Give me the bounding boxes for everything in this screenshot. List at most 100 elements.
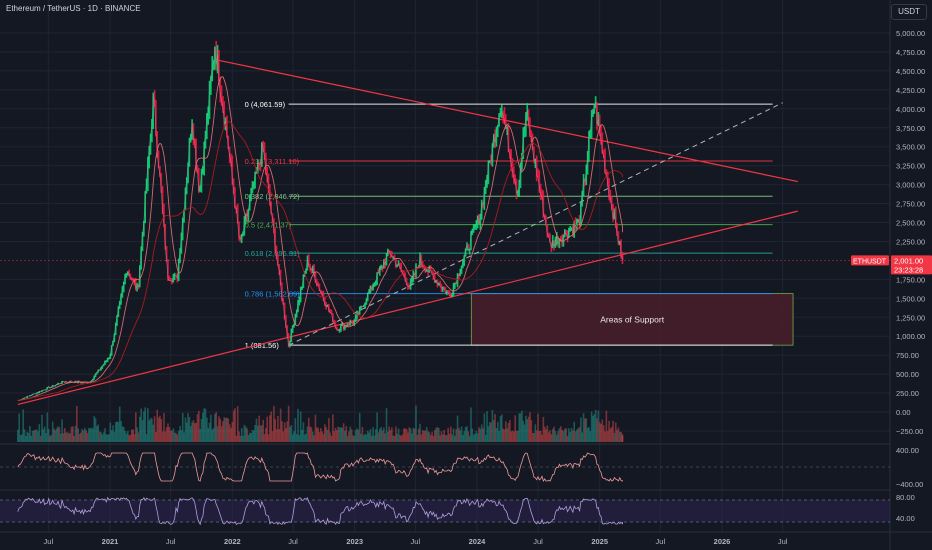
volume-bar xyxy=(206,417,208,442)
volume-bar xyxy=(488,422,491,442)
x-tick-label: Jul xyxy=(533,537,543,546)
volume-bar xyxy=(275,429,278,442)
volume-bar xyxy=(222,421,224,442)
x-tick-label: Jul xyxy=(778,537,788,546)
volume-bar xyxy=(81,428,83,442)
volume-bar xyxy=(84,427,86,442)
volume-bar xyxy=(463,431,466,442)
indicator-lines xyxy=(17,452,623,526)
rsi-band xyxy=(0,500,890,522)
volume-bar xyxy=(161,431,164,442)
volume-bar xyxy=(66,432,69,442)
volume-bar xyxy=(21,434,23,442)
y-tick-label: 2,750.00 xyxy=(896,200,925,209)
volume-bar xyxy=(50,434,53,442)
x-tick-label: Jul xyxy=(288,537,298,546)
volume-bar xyxy=(165,427,168,442)
volume-bar xyxy=(108,434,110,442)
volume-bar xyxy=(392,435,395,442)
fib-label-0.236: 0.236 (3,311.10) xyxy=(245,157,300,166)
volume-bar xyxy=(555,434,558,442)
volume-bar xyxy=(537,413,539,442)
volume-bar xyxy=(416,435,419,442)
volume-bar xyxy=(176,434,179,442)
volume-bar xyxy=(277,415,279,442)
volume-bar xyxy=(153,416,156,442)
volume-bar xyxy=(391,427,393,442)
volume-bar xyxy=(570,428,573,442)
rsi-tick-label: 80.00 xyxy=(896,493,915,502)
volume-bar xyxy=(561,429,563,442)
volume-bar xyxy=(257,425,259,442)
volume-bar xyxy=(19,435,22,442)
x-tick-label: 2022 xyxy=(224,537,241,546)
volume-bar xyxy=(271,431,274,442)
macd-tick-label: −400.00 xyxy=(896,480,923,489)
volume-bar xyxy=(133,434,136,442)
volume-bar xyxy=(467,431,470,442)
volume-bar xyxy=(236,406,239,442)
volume-bar xyxy=(204,408,207,442)
moving-average-10 xyxy=(17,76,623,402)
volume-bar xyxy=(322,433,325,442)
volume-bar xyxy=(588,427,590,442)
volume-bar xyxy=(539,430,542,442)
volume-bar xyxy=(278,429,281,442)
volume-bar xyxy=(285,428,287,442)
volume-bar xyxy=(531,432,534,442)
volume-bar xyxy=(428,432,431,442)
volume-bar xyxy=(258,415,260,442)
volume-bar xyxy=(366,430,369,442)
volume-bar xyxy=(435,427,437,442)
volume-bar xyxy=(173,432,176,442)
volume-bar xyxy=(25,435,27,442)
volume-bar xyxy=(439,435,441,442)
volume-bar xyxy=(364,433,366,442)
currency-button[interactable]: USDT xyxy=(891,4,927,20)
fib-label-0.5: 0.5 (2,471.37) xyxy=(245,221,292,230)
volume-bar xyxy=(159,415,161,442)
y-tick-label: 2,500.00 xyxy=(896,219,925,228)
volume-bar xyxy=(89,428,92,442)
volume-bar xyxy=(297,408,299,442)
volume-bar xyxy=(149,418,152,442)
volume-bar xyxy=(620,431,622,442)
volume-bar xyxy=(423,430,425,442)
volume-bar xyxy=(261,425,263,442)
volume-bar xyxy=(238,431,240,442)
volume-bar xyxy=(436,426,439,442)
volume-bar xyxy=(313,435,315,442)
volume-bar xyxy=(437,427,440,442)
volume-bar xyxy=(328,418,330,442)
indicator-panes xyxy=(0,443,890,523)
volume-bar xyxy=(478,427,480,442)
volume-bar xyxy=(597,410,600,442)
x-tick-label: 2026 xyxy=(714,537,731,546)
volume-bar xyxy=(491,409,494,442)
volume-bar xyxy=(202,412,204,442)
volume-bar xyxy=(220,426,223,442)
volume-bar xyxy=(216,426,219,442)
y-tick-label: 4,750.00 xyxy=(896,48,925,57)
volume-bar xyxy=(208,422,211,442)
symbol-title[interactable]: Ethereum / TetherUS · 1D · BINANCE xyxy=(6,4,141,13)
volume-bar xyxy=(529,412,531,442)
trendline-ascending-support xyxy=(17,210,798,406)
volume-bar xyxy=(384,433,386,442)
volume-bar xyxy=(321,431,323,442)
volume-bar xyxy=(94,418,97,442)
fib-label-1: 1 (881.56) xyxy=(245,341,280,350)
volume-bar xyxy=(317,427,319,442)
volume-bar xyxy=(349,426,352,442)
macd-line xyxy=(17,452,623,482)
volume-bar xyxy=(167,423,169,442)
volume-bar xyxy=(337,426,340,442)
volume-bar xyxy=(609,428,612,442)
volume-bar xyxy=(163,413,165,442)
volume-bar xyxy=(306,426,309,442)
volume-bar xyxy=(471,428,474,442)
volume-bar xyxy=(502,428,504,442)
volume-bar xyxy=(565,428,567,442)
volume-bar xyxy=(251,429,254,442)
